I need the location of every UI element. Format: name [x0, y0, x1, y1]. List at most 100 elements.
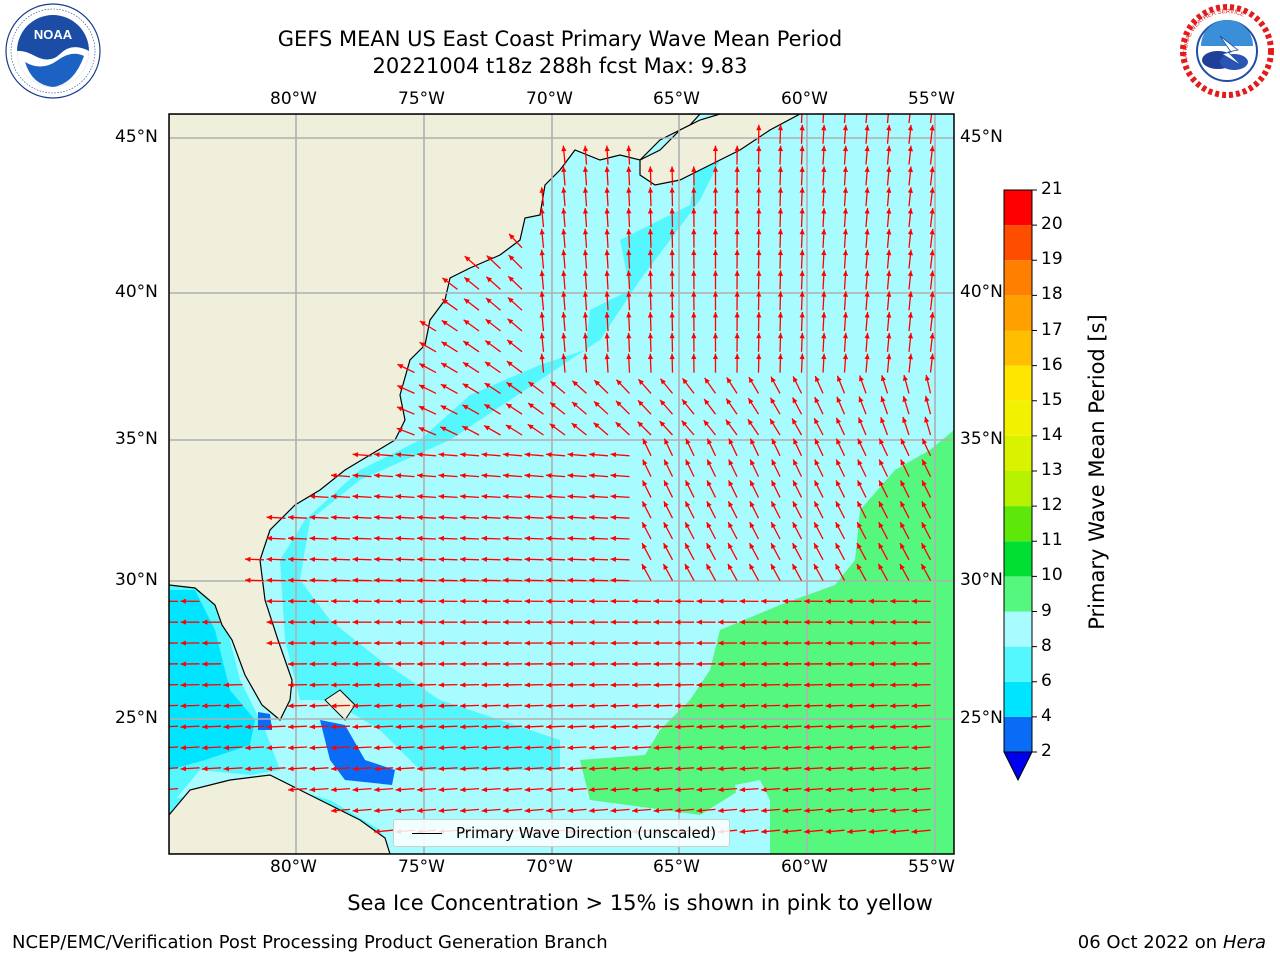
wave-arrow-head	[374, 619, 380, 625]
wave-arrow-head	[691, 166, 697, 172]
wave-arrow-head	[546, 598, 552, 604]
wave-arrow-head	[712, 270, 719, 276]
wave-arrow-head	[288, 724, 294, 730]
wave-arrow-head	[503, 598, 509, 604]
wave-arrow-head	[825, 766, 832, 772]
wave-arrow-head	[821, 312, 827, 318]
wave-arrow-head	[814, 522, 820, 529]
wave-arrow-head	[691, 270, 697, 276]
wave-arrow-head	[288, 745, 294, 751]
wave-arrow-head	[417, 807, 423, 814]
wave-arrow-head	[728, 501, 734, 508]
wave-arrow-head	[842, 270, 849, 277]
wave-arrow-head	[825, 619, 831, 625]
wave-arrow-head	[288, 640, 294, 646]
wave-arrow-head	[804, 661, 810, 667]
wave-arrow-head	[782, 745, 789, 751]
wave-arrow-head	[374, 828, 380, 835]
wave-arrow-head	[756, 187, 762, 193]
colorbar-band	[1004, 681, 1032, 717]
wave-arrow-head	[438, 577, 444, 583]
wave-arrow-head	[352, 787, 359, 793]
wave-arrow-head	[907, 208, 914, 214]
lon-label-top-80w: 80°W	[270, 89, 317, 109]
wave-arrow-head	[288, 598, 294, 604]
wave-arrow-head	[438, 745, 445, 751]
wave-arrow-head	[696, 724, 703, 730]
wave-arrow-head	[911, 703, 918, 709]
wave-arrow	[929, 114, 933, 124]
wave-arrow-head	[761, 640, 767, 646]
wave-arrow-head	[202, 703, 208, 709]
wave-arrow-head	[632, 724, 638, 730]
wave-arrow-head	[821, 332, 827, 339]
wave-arrow-head	[771, 501, 777, 508]
wave-arrow-head	[907, 145, 914, 152]
wave-arrow-head	[503, 766, 509, 772]
wave-arrow-head	[804, 724, 810, 730]
wave-arrow-head	[911, 598, 917, 604]
wave-arrow-head	[886, 332, 892, 339]
wave-arrow-head	[485, 298, 492, 304]
wave-arrow-head	[331, 703, 337, 709]
wave-arrow-head	[202, 724, 208, 730]
wave-arrow-head	[664, 480, 669, 487]
lon-label-bottom-65w: 65°W	[653, 857, 700, 877]
wave-arrow-head	[857, 459, 863, 466]
wave-arrow-head	[460, 682, 466, 688]
wave-arrow-head	[567, 661, 573, 667]
wave-arrow-head	[685, 522, 691, 529]
wave-arrow-head	[610, 787, 617, 793]
wave-arrow-head	[288, 577, 294, 583]
wave-arrow-head	[880, 396, 886, 403]
wave-arrow-head	[481, 473, 488, 479]
wave-arrow-head	[567, 452, 574, 458]
wave-arrow-head	[835, 563, 841, 570]
wave-arrow-head	[799, 353, 805, 360]
wave-arrow-head	[793, 376, 798, 383]
wave-arrow-head	[395, 807, 402, 814]
wave-arrow-head	[485, 340, 492, 346]
footer-machine: Hera	[1222, 932, 1266, 953]
wave-arrow-head	[911, 828, 918, 835]
wave-arrow-head	[792, 563, 798, 570]
map-frame	[168, 113, 955, 855]
wave-arrow-head	[704, 377, 710, 384]
wave-arrow-head	[886, 145, 892, 152]
wave-arrow-head	[847, 661, 853, 667]
wave-arrow-head	[911, 724, 918, 730]
wave-arrow-head	[481, 598, 487, 604]
wave-arrow-head	[632, 598, 638, 604]
wave-arrow-head	[610, 745, 617, 751]
wave-arrow-head	[842, 187, 849, 193]
wave-arrow-head	[202, 682, 208, 688]
wave-arrow-head	[782, 619, 788, 625]
wave-arrow-head	[924, 374, 930, 381]
wave-arrow-head	[524, 535, 531, 542]
wave-arrow-head	[561, 208, 567, 214]
wave-arrow-head	[739, 724, 746, 730]
wave-arrow-head	[288, 514, 294, 521]
wave-arrow-head	[604, 166, 610, 172]
wave-arrow-head	[309, 640, 315, 646]
wave-arrow-head	[793, 438, 799, 445]
wave-arrow-head	[374, 745, 380, 751]
wave-arrow-head	[777, 228, 784, 235]
wave-arrow-head	[460, 556, 466, 562]
wave-arrow-head	[734, 187, 740, 193]
wave-arrow-head	[484, 383, 491, 389]
wave-arrow-head	[691, 291, 697, 297]
wave-arrow-head	[814, 501, 820, 508]
wave-arrow-head	[486, 276, 493, 283]
wave-arrow-head	[524, 493, 531, 500]
wave-arrow-head	[539, 270, 545, 277]
wave-arrow-head	[847, 766, 853, 772]
wave-arrow-head	[417, 724, 423, 730]
colorbar-tick-label: 20	[1041, 214, 1063, 235]
wave-arrow-head	[821, 166, 827, 172]
wave-arrow-head	[825, 745, 832, 751]
wave-arrow-head	[331, 745, 337, 751]
wave-arrow-head	[288, 787, 294, 793]
wave-arrow-head	[907, 270, 914, 277]
wave-arrow-head	[159, 766, 165, 771]
